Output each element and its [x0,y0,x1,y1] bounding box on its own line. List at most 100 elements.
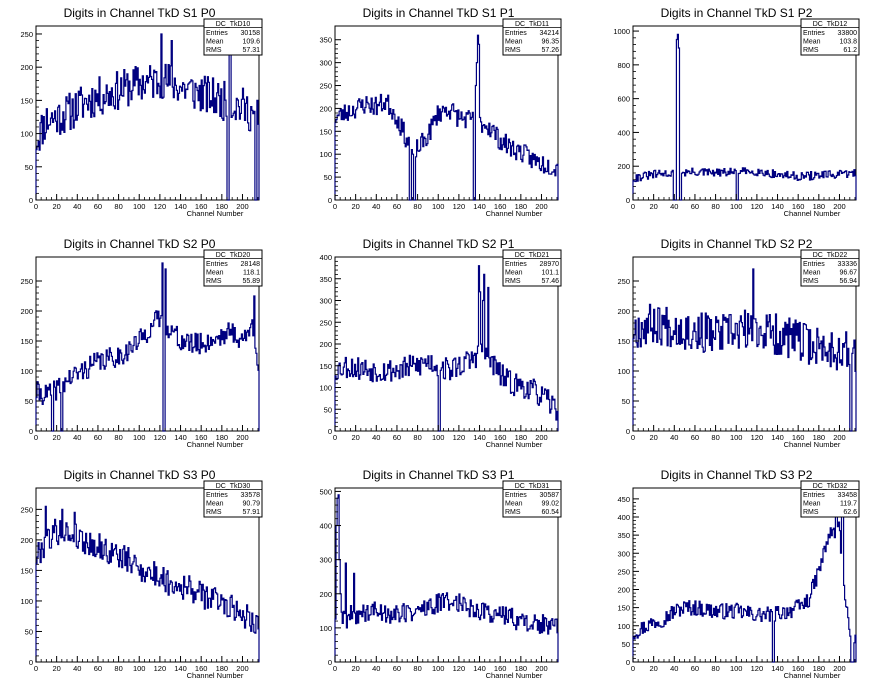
histogram-panel-3: Digits in Channel TkD S1 P20200400600800… [613,6,860,218]
x-tick-label: 200 [236,433,249,442]
y-tick-label: 250 [617,277,630,286]
x-tick-label: 140 [771,664,784,673]
stats-box [800,18,860,56]
y-tick-label: 400 [617,128,630,137]
x-tick-label: 0 [34,202,38,211]
stats-box [203,480,263,518]
y-tick-label: 100 [20,130,33,139]
y-tick-label: 50 [25,163,33,172]
stats-mean-value: 96.67 [839,270,857,277]
x-tick-label: 160 [792,202,805,211]
y-tick-label: 50 [324,405,332,414]
y-tick-label: 250 [319,82,332,91]
y-tick-label: 0 [626,196,630,205]
x-tick-label: 80 [114,433,122,442]
x-tick-label: 180 [515,202,528,211]
y-tick-label: 300 [319,59,332,68]
stats-rms-value: 61.2 [843,47,857,54]
x-tick-label: 80 [711,202,719,211]
x-tick-label: 80 [114,202,122,211]
y-tick-label: 250 [20,30,33,39]
stats-entries-value: 30587 [540,492,560,499]
y-tick-label: 0 [626,658,630,667]
y-tick-label: 100 [319,624,332,633]
x-tick-label: 120 [453,664,466,673]
x-tick-label: 40 [73,664,81,673]
stats-mean-value: 118.1 [243,270,260,277]
stats-name: DC_TkD22 [813,252,848,259]
x-tick-label: 160 [792,433,805,442]
y-tick-label: 100 [617,367,630,376]
stats-rms-label: RMS [505,47,521,54]
y-tick-label: 350 [319,36,332,45]
x-axis-title: Channel Number [187,209,244,218]
histogram-panel-5: Digits in Channel TkD S2 P10501001502002… [319,237,562,449]
y-tick-label: 100 [319,384,332,393]
stats-rms-value: 57.26 [541,47,559,54]
plot-frame [35,256,260,432]
x-tick-label: 0 [333,202,337,211]
histogram-panel-8: Digits in Channel TkD S3 P10100200300400… [319,468,562,680]
x-tick-label: 120 [154,433,167,442]
stats-entries-value: 34214 [540,30,560,37]
stats-name: DC_TkD11 [515,21,549,28]
y-tick-label: 50 [25,627,33,636]
stats-mean-value: 99.02 [541,501,559,508]
stats-mean-label: Mean [206,270,224,277]
x-tick-label: 120 [453,202,466,211]
x-tick-label: 20 [649,664,657,673]
x-tick-label: 120 [154,664,167,673]
x-tick-label: 160 [792,664,805,673]
y-tick-label: 200 [20,536,33,545]
stats-name: DC_TkD20 [216,252,251,259]
x-tick-label: 60 [691,664,699,673]
x-tick-label: 40 [670,664,678,673]
x-tick-label: 100 [133,202,146,211]
x-tick-label: 60 [94,202,102,211]
x-tick-label: 60 [691,202,699,211]
stats-entries-label: Entries [206,261,228,268]
stats-entries-label: Entries [803,492,825,499]
x-tick-label: 200 [833,202,846,211]
stats-entries-label: Entries [803,261,825,268]
y-tick-label: 150 [20,96,33,105]
x-tick-label: 120 [154,202,167,211]
y-tick-label: 0 [29,196,33,205]
y-tick-label: 100 [20,367,33,376]
histogram-line [334,494,559,662]
x-axis-title: Channel Number [486,671,543,680]
y-tick-label: 250 [20,277,33,286]
x-tick-label: 20 [649,433,657,442]
y-tick-label: 200 [319,340,332,349]
x-tick-label: 200 [236,202,249,211]
stats-entries-value: 33800 [838,30,858,37]
histogram-line [35,262,260,432]
stats-rms-label: RMS [803,47,819,54]
x-tick-label: 40 [670,202,678,211]
stats-rms-label: RMS [803,509,819,516]
stats-entries-label: Entries [803,30,825,37]
y-tick-label: 0 [29,427,33,436]
y-tick-label: 350 [617,531,630,540]
x-tick-label: 20 [351,202,359,211]
x-tick-label: 20 [351,433,359,442]
stats-mean-label: Mean [206,501,224,508]
x-tick-label: 40 [670,433,678,442]
y-tick-label: 300 [617,549,630,558]
y-tick-label: 400 [617,513,630,522]
y-tick-label: 150 [319,127,332,136]
x-tick-label: 100 [730,202,743,211]
x-tick-label: 100 [730,664,743,673]
y-tick-label: 150 [319,362,332,371]
x-tick-label: 180 [813,433,826,442]
stats-name: DC_TkD30 [216,483,251,490]
x-tick-label: 80 [413,202,421,211]
x-tick-label: 0 [34,433,38,442]
stats-box [800,249,860,287]
x-tick-label: 140 [473,664,486,673]
x-tick-label: 40 [73,202,81,211]
stats-entries-value: 33458 [838,492,858,499]
stats-box [502,249,562,287]
y-tick-label: 200 [319,104,332,113]
y-tick-label: 100 [617,622,630,631]
